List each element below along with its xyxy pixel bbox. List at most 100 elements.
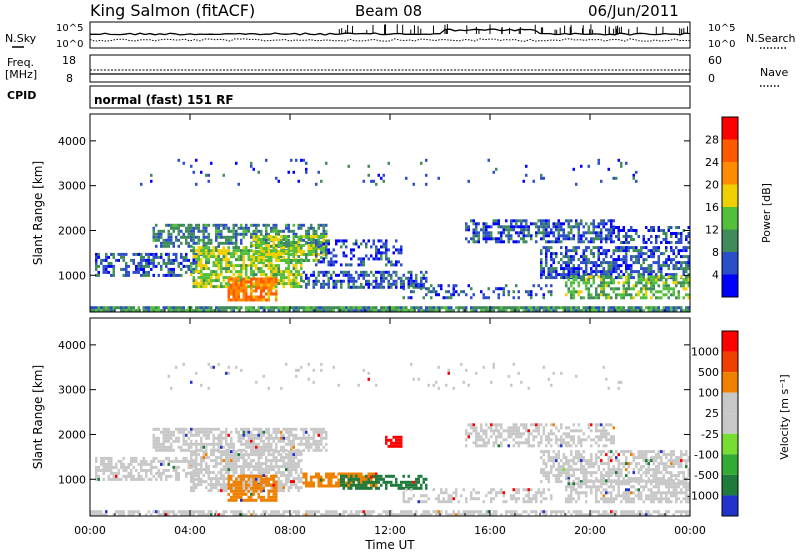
power-cell xyxy=(327,260,330,264)
velocity-cell xyxy=(260,433,263,437)
power-cell xyxy=(535,231,538,235)
power-cell xyxy=(217,309,220,313)
power-cell xyxy=(525,290,528,294)
velocity-cell xyxy=(242,498,245,502)
power-cell xyxy=(600,234,603,238)
velocity-cell xyxy=(407,510,410,514)
power-cell xyxy=(245,280,248,284)
velocity-cell xyxy=(587,513,590,517)
power-cell xyxy=(685,293,688,297)
velocity-cell xyxy=(172,465,175,469)
power-cell xyxy=(642,238,645,241)
velocity-cell xyxy=(257,430,260,434)
power-cell xyxy=(530,296,533,300)
power-cell xyxy=(585,270,588,274)
velocity-cell xyxy=(250,462,253,466)
power-cell xyxy=(452,284,455,288)
power-cell xyxy=(397,248,400,252)
power-cell xyxy=(322,232,325,236)
power-cell xyxy=(335,242,338,246)
power-cell xyxy=(190,306,193,310)
power-cell xyxy=(555,267,558,271)
power-cell xyxy=(220,229,223,233)
power-cell xyxy=(225,235,228,239)
power-cell xyxy=(237,283,240,287)
power-cell xyxy=(547,249,550,253)
power-cell xyxy=(607,219,610,223)
velocity-cell xyxy=(277,465,280,469)
velocity-cell xyxy=(560,513,563,517)
power-cell xyxy=(195,255,198,259)
power-cell xyxy=(235,241,238,245)
power-cell xyxy=(240,223,243,227)
velocity-cell xyxy=(202,513,205,517)
power-cell xyxy=(580,296,583,300)
power-cell xyxy=(135,252,138,256)
velocity-cell xyxy=(172,510,175,514)
power-cell xyxy=(597,306,600,310)
power-cell xyxy=(582,296,585,300)
velocity-cell xyxy=(210,430,213,434)
power-cell xyxy=(517,309,520,313)
power-cell xyxy=(262,250,265,253)
power-cell xyxy=(212,309,215,313)
power-cell xyxy=(260,283,263,287)
power-cell xyxy=(232,306,235,310)
power-cell xyxy=(487,287,490,291)
power-cell xyxy=(572,273,575,277)
power-cell xyxy=(260,286,263,290)
power-cell xyxy=(345,263,348,267)
velocity-cell xyxy=(242,430,245,434)
power-cell xyxy=(302,270,305,274)
power-cell xyxy=(397,276,400,280)
power-cell xyxy=(280,282,283,286)
power-cell xyxy=(295,273,298,277)
velocity-cell xyxy=(250,471,253,475)
power-cell xyxy=(207,261,210,265)
power-cell xyxy=(327,251,330,255)
velocity-cell xyxy=(262,442,265,446)
velocity-cell xyxy=(167,430,170,434)
power-cell xyxy=(670,235,673,238)
velocity-cell xyxy=(632,513,635,517)
power-cell xyxy=(600,246,603,250)
power-cell xyxy=(567,273,570,277)
power-cell xyxy=(395,239,398,243)
power-cell xyxy=(502,225,505,229)
velocity-cell xyxy=(200,510,203,514)
velocity-cell xyxy=(245,462,248,466)
velocity-cell xyxy=(255,474,258,478)
power-cell xyxy=(207,306,210,310)
power-cell xyxy=(107,306,110,310)
velocity-cell xyxy=(222,489,225,493)
power-cell xyxy=(207,255,210,259)
power-cell xyxy=(557,222,560,226)
power-cell xyxy=(215,258,218,262)
power-cell xyxy=(530,293,533,297)
power-cell xyxy=(425,182,428,186)
power-cell xyxy=(395,306,398,310)
power-cell xyxy=(635,246,638,250)
power-cell xyxy=(265,277,268,281)
velocity-cell xyxy=(320,513,323,517)
velocity-cell xyxy=(195,474,198,478)
velocity-cell xyxy=(245,474,248,478)
velocity-cell xyxy=(340,472,343,476)
power-cell xyxy=(295,235,298,238)
power-cell xyxy=(680,281,683,285)
velocity-cell xyxy=(367,513,370,517)
velocity-cell xyxy=(162,448,165,452)
power-cell xyxy=(382,279,385,283)
velocity-cell xyxy=(315,475,318,479)
power-cell xyxy=(167,232,170,236)
power-cell xyxy=(222,276,225,280)
power-cell xyxy=(507,231,510,235)
power-cell xyxy=(182,306,185,310)
power-cell xyxy=(542,237,545,241)
velocity-cell xyxy=(337,478,340,482)
power-cell xyxy=(197,235,200,239)
velocity-cell xyxy=(230,462,233,466)
velocity-cell xyxy=(205,513,208,517)
power-cell xyxy=(167,258,170,262)
power-cell xyxy=(202,285,205,289)
